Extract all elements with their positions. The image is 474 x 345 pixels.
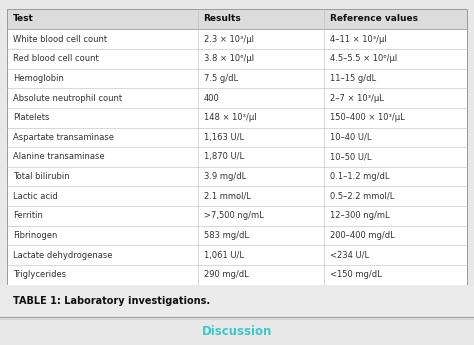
Text: 12–300 ng/mL: 12–300 ng/mL	[330, 211, 390, 220]
Text: 583 mg/dL: 583 mg/dL	[204, 231, 248, 240]
Text: 200–400 mg/dL: 200–400 mg/dL	[330, 231, 395, 240]
Bar	[7, 167, 467, 186]
Text: Alanine transaminase: Alanine transaminase	[13, 152, 104, 161]
Text: 148 × 10³/μl: 148 × 10³/μl	[204, 113, 256, 122]
Bar	[7, 186, 467, 206]
Bar	[7, 147, 467, 167]
Text: Results: Results	[204, 14, 241, 23]
Bar	[7, 9, 467, 285]
Text: Test: Test	[13, 14, 34, 23]
Text: Red blood cell count: Red blood cell count	[13, 54, 99, 63]
Text: 150–400 × 10³/μL: 150–400 × 10³/μL	[330, 113, 405, 122]
Text: 10–40 U/L: 10–40 U/L	[330, 133, 372, 142]
Text: TABLE 1: Laboratory investigations.: TABLE 1: Laboratory investigations.	[13, 296, 210, 306]
Bar	[7, 206, 467, 226]
Bar	[7, 29, 467, 49]
Text: Total bilirubin: Total bilirubin	[13, 172, 69, 181]
Bar	[7, 226, 467, 245]
Text: 400: 400	[204, 93, 219, 102]
Text: 3.8 × 10⁶/μl: 3.8 × 10⁶/μl	[204, 54, 254, 63]
Text: Platelets: Platelets	[13, 113, 49, 122]
Text: 4–11 × 10³/μl: 4–11 × 10³/μl	[330, 34, 387, 44]
Text: Discussion: Discussion	[202, 325, 272, 338]
Bar	[7, 128, 467, 147]
Text: Lactate dehydrogenase: Lactate dehydrogenase	[13, 251, 112, 260]
Text: 2.1 mmol/L: 2.1 mmol/L	[204, 192, 251, 201]
Text: White blood cell count: White blood cell count	[13, 34, 107, 44]
Text: Aspartate transaminase: Aspartate transaminase	[13, 133, 114, 142]
Text: 4.5–5.5 × 10⁶/μl: 4.5–5.5 × 10⁶/μl	[330, 54, 397, 63]
Text: 1,163 U/L: 1,163 U/L	[204, 133, 244, 142]
Text: Fibrinogen: Fibrinogen	[13, 231, 57, 240]
Text: Lactic acid: Lactic acid	[13, 192, 57, 201]
Text: Ferritin: Ferritin	[13, 211, 43, 220]
Text: 290 mg/dL: 290 mg/dL	[204, 270, 248, 279]
Bar	[7, 69, 467, 88]
Text: Hemoglobin: Hemoglobin	[13, 74, 64, 83]
Text: 11–15 g/dL: 11–15 g/dL	[330, 74, 376, 83]
Bar	[7, 108, 467, 128]
Bar	[7, 9, 467, 285]
Text: Absolute neutrophil count: Absolute neutrophil count	[13, 93, 122, 102]
Text: 10–50 U/L: 10–50 U/L	[330, 152, 372, 161]
Text: 0.1–1.2 mg/dL: 0.1–1.2 mg/dL	[330, 172, 390, 181]
Text: 2.3 × 10³/μl: 2.3 × 10³/μl	[204, 34, 254, 44]
Bar	[7, 265, 467, 285]
Text: 2–7 × 10³/μL: 2–7 × 10³/μL	[330, 93, 384, 102]
Text: 1,870 U/L: 1,870 U/L	[204, 152, 244, 161]
Text: 3.9 mg/dL: 3.9 mg/dL	[204, 172, 246, 181]
Text: <234 U/L: <234 U/L	[330, 251, 369, 260]
Bar	[0, 285, 474, 317]
Text: Reference values: Reference values	[330, 14, 418, 23]
Text: Triglycerides: Triglycerides	[13, 270, 66, 279]
Text: 0.5–2.2 mmol/L: 0.5–2.2 mmol/L	[330, 192, 394, 201]
Text: 1,061 U/L: 1,061 U/L	[204, 251, 244, 260]
Bar	[7, 88, 467, 108]
Bar	[7, 9, 467, 29]
Text: <150 mg/dL: <150 mg/dL	[330, 270, 382, 279]
Text: 7.5 g/dL: 7.5 g/dL	[204, 74, 238, 83]
Text: >7,500 ng/mL: >7,500 ng/mL	[204, 211, 264, 220]
Bar	[7, 245, 467, 265]
Bar	[7, 49, 467, 69]
